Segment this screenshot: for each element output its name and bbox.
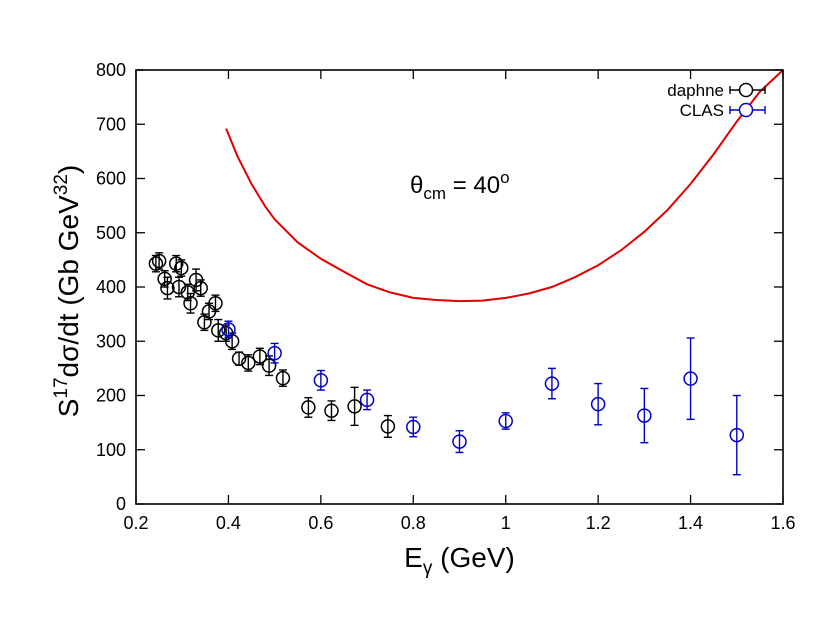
daphne-point (347, 399, 362, 414)
y-tick-label: 700 (96, 114, 126, 134)
daphne-point (174, 260, 189, 276)
y-tick-label: 300 (96, 331, 126, 351)
daphne-point (275, 370, 291, 386)
legend-label-daphne: daphne (667, 81, 724, 100)
daphne-point (157, 271, 172, 287)
daphne-point (241, 355, 256, 371)
daphne-point (324, 403, 339, 418)
clas-point (313, 373, 329, 388)
daphne-point (208, 296, 223, 311)
clas-point (729, 427, 745, 443)
clas-point (498, 413, 513, 429)
x-tick-label: 0.4 (216, 513, 241, 533)
x-tick-label: 0.2 (123, 513, 148, 533)
tick-labels: 0.2 0.4 0.6 0.8 1 1.2 1.4 1.6 0 100 200 300 400 500 60… (96, 60, 796, 533)
x-axis-label: Eγ (GeV) (404, 542, 515, 579)
y-tick-label: 500 (96, 223, 126, 243)
theory-curve (225, 69, 784, 303)
clas-point (637, 408, 652, 423)
legend-marker-clas (738, 102, 754, 118)
daphne-point (180, 285, 196, 300)
plot-frame (135, 69, 784, 505)
x-tick-label: 1.6 (770, 513, 795, 533)
y-tick-label: 800 (96, 60, 126, 80)
x-tick-label: 1 (501, 513, 511, 533)
clas-point (452, 434, 467, 449)
clas-point (267, 345, 282, 361)
daphne-point (231, 351, 247, 366)
y-tick-label: 100 (96, 440, 126, 460)
daphne-point (261, 358, 277, 373)
daphne-point (183, 296, 198, 311)
x-tick-label: 0.8 (401, 513, 426, 533)
y-tick-label: 400 (96, 277, 126, 297)
clas-point (359, 392, 375, 408)
clas-point (683, 371, 698, 386)
y-tick-label: 0 (116, 494, 126, 514)
daphne-point (211, 323, 226, 338)
clas-point (406, 419, 421, 435)
legend-marker-daphne (738, 82, 754, 98)
x-tick-label: 1.4 (678, 513, 703, 533)
daphne-point (301, 400, 316, 415)
x-tick-label: 0.6 (308, 513, 333, 533)
y-axis-label: S17dσ/dt (Gb GeV32) (51, 165, 84, 418)
legend-label-clas: CLAS (680, 101, 724, 120)
daphne-point (160, 280, 175, 296)
y-tick-label: 600 (96, 169, 126, 189)
daphne-point (151, 253, 167, 269)
daphne-point (168, 256, 184, 271)
data-points-layer (148, 252, 745, 476)
clas-point (544, 376, 560, 391)
daphne-point (148, 256, 164, 271)
y-tick-label: 200 (96, 386, 126, 406)
clas-point (590, 396, 606, 412)
clas-point (221, 322, 236, 337)
daphne-point (193, 280, 208, 296)
theory-curve-layer (225, 69, 784, 303)
theta-annotation: θcm = 40o (410, 168, 510, 203)
x-tick-label: 1.2 (586, 513, 611, 533)
daphne-point (380, 419, 396, 434)
